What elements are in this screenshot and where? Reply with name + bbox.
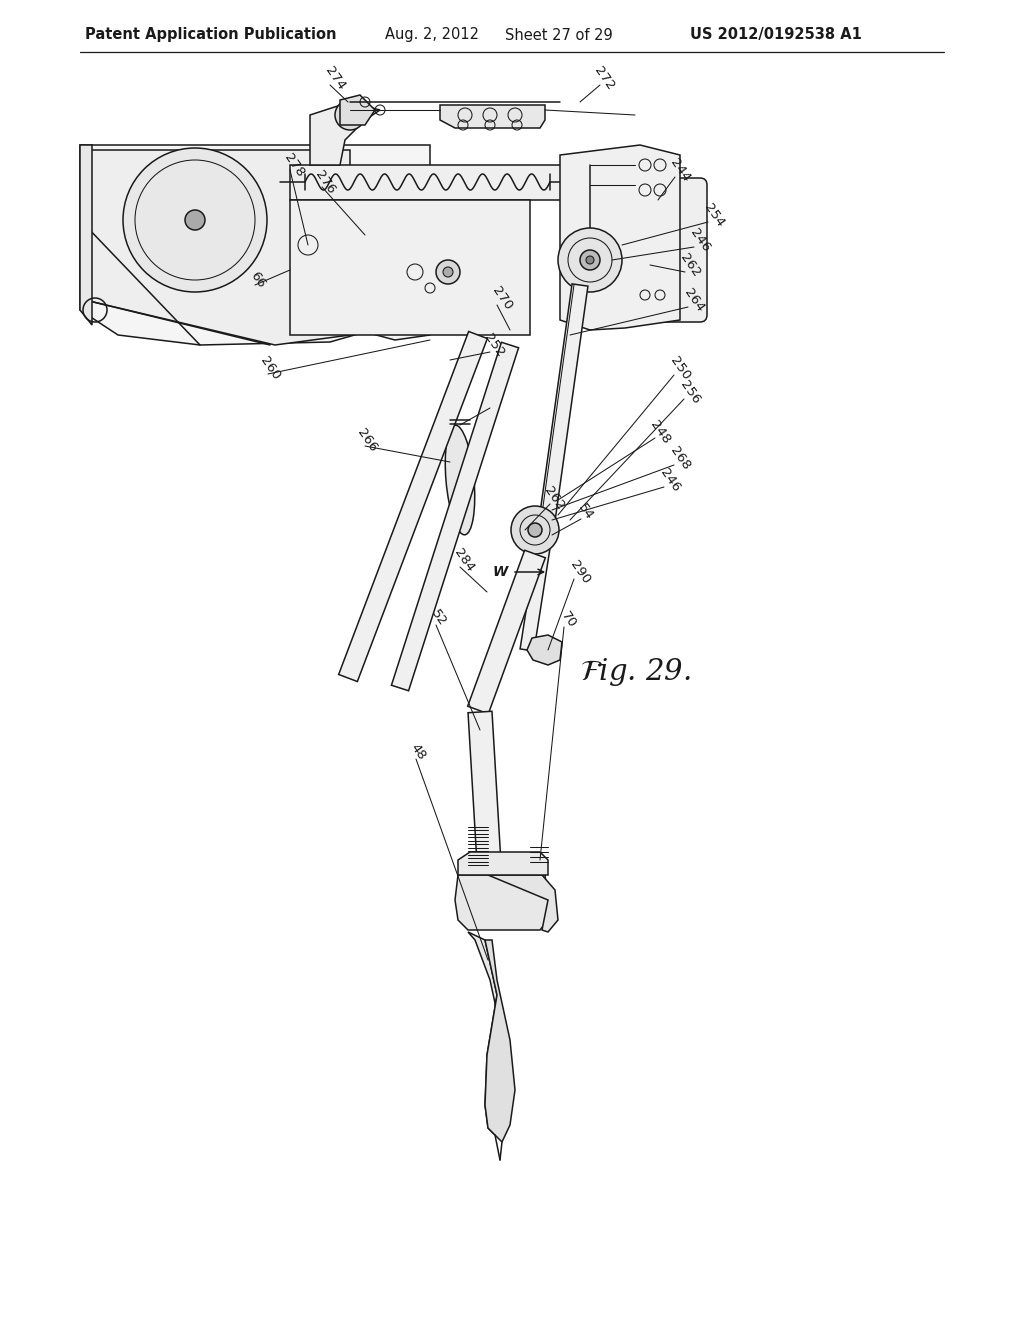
Circle shape: [558, 228, 622, 292]
Text: Patent Application Publication: Patent Application Publication: [85, 28, 337, 42]
Circle shape: [344, 110, 356, 121]
Text: Sheet 27 of 29: Sheet 27 of 29: [505, 28, 612, 42]
Text: 48: 48: [408, 742, 428, 763]
Text: 272: 272: [592, 63, 617, 92]
Text: 54: 54: [575, 502, 595, 523]
Ellipse shape: [345, 227, 435, 302]
Text: 284: 284: [452, 546, 477, 574]
Ellipse shape: [445, 425, 475, 535]
Circle shape: [586, 256, 594, 264]
Text: 248: 248: [648, 418, 673, 446]
Circle shape: [528, 523, 542, 537]
Text: W: W: [493, 565, 508, 579]
Text: 260: 260: [258, 354, 283, 381]
Text: 70: 70: [558, 610, 579, 631]
Text: 250: 250: [668, 354, 693, 381]
Text: 290: 290: [568, 558, 593, 586]
Text: 268: 268: [668, 444, 693, 473]
Polygon shape: [339, 331, 487, 681]
Text: 264: 264: [682, 286, 708, 314]
Polygon shape: [537, 284, 588, 536]
Circle shape: [511, 506, 559, 554]
Text: 270: 270: [490, 284, 515, 312]
Polygon shape: [468, 711, 502, 880]
Circle shape: [443, 267, 453, 277]
Polygon shape: [520, 533, 552, 651]
Text: 274: 274: [323, 63, 348, 92]
Polygon shape: [85, 150, 350, 345]
Text: 52: 52: [428, 607, 449, 628]
Text: 252: 252: [482, 331, 507, 359]
Polygon shape: [310, 102, 380, 165]
Polygon shape: [290, 165, 635, 201]
Circle shape: [436, 260, 460, 284]
Polygon shape: [455, 875, 548, 931]
Ellipse shape: [284, 218, 332, 272]
Polygon shape: [527, 635, 562, 665]
Text: $\mathcal{F}$ig. 29.: $\mathcal{F}$ig. 29.: [580, 656, 691, 688]
FancyBboxPatch shape: [631, 178, 707, 322]
Circle shape: [580, 249, 600, 271]
Circle shape: [335, 100, 365, 129]
Polygon shape: [488, 875, 558, 932]
Polygon shape: [290, 201, 530, 335]
Polygon shape: [340, 95, 375, 125]
Text: Aug. 2, 2012: Aug. 2, 2012: [385, 28, 479, 42]
Polygon shape: [468, 932, 505, 1135]
Polygon shape: [485, 940, 515, 1142]
Text: 244: 244: [668, 156, 693, 183]
Polygon shape: [468, 550, 546, 714]
Polygon shape: [458, 851, 548, 875]
Text: 262: 262: [542, 484, 567, 512]
Circle shape: [185, 210, 205, 230]
Text: US 2012/0192538 A1: US 2012/0192538 A1: [690, 28, 862, 42]
Text: 66: 66: [248, 269, 268, 290]
Text: 254: 254: [702, 201, 727, 230]
Bar: [368, 257, 384, 272]
Polygon shape: [80, 145, 92, 325]
Text: 256: 256: [678, 378, 703, 407]
Text: 278: 278: [282, 150, 307, 180]
Text: 266: 266: [355, 426, 380, 454]
Bar: [388, 259, 400, 273]
Polygon shape: [391, 342, 518, 690]
Polygon shape: [80, 145, 430, 345]
Text: 246: 246: [688, 226, 713, 253]
Circle shape: [123, 148, 267, 292]
Polygon shape: [440, 106, 545, 128]
Text: 262: 262: [678, 251, 703, 279]
Text: 276: 276: [313, 168, 338, 197]
Polygon shape: [560, 145, 680, 330]
Text: 246: 246: [658, 466, 683, 494]
